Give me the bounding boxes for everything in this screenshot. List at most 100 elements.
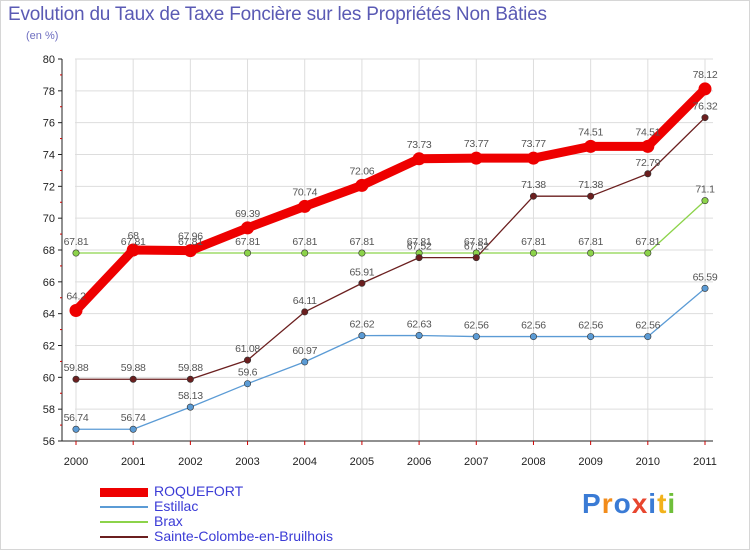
data-label-sainte-colombe-en-bruilhois: 59.88: [178, 362, 203, 374]
data-label-roquefort: 69.39: [235, 208, 260, 220]
data-label-roquefort: 74.51: [578, 126, 603, 138]
data-label-sainte-colombe-en-bruilhois: 65.91: [350, 266, 375, 278]
y-tick-label: 64: [43, 309, 55, 321]
point-roquefort: [355, 178, 369, 192]
point-sainte-colombe-en-bruilhois: [701, 114, 709, 122]
y-tick-label: 80: [43, 54, 55, 66]
data-label-estillac: 62.56: [521, 320, 546, 332]
data-label-estillac: 59.6: [238, 367, 258, 379]
data-label-sainte-colombe-en-bruilhois: 72.79: [635, 157, 660, 169]
point-roquefort: [183, 244, 197, 258]
data-label-roquefort: 73.77: [521, 138, 546, 150]
y-tick-label: 68: [43, 245, 55, 257]
data-label-brax: 67.81: [292, 236, 317, 248]
legend-label: Sainte-Colombe-en-Bruilhois: [154, 528, 333, 544]
y-tick-label: 58: [43, 404, 55, 416]
point-roquefort: [698, 82, 712, 96]
logo-letter: i: [667, 488, 677, 519]
data-label-brax: 67.81: [350, 236, 375, 248]
data-label-estillac: 62.56: [464, 320, 489, 332]
y-tick-label: 74: [43, 150, 55, 162]
logo-letter: i: [648, 488, 658, 519]
point-estillac: [701, 284, 709, 292]
x-tick-label: 2007: [464, 456, 488, 468]
point-estillac: [415, 331, 423, 339]
data-label-brax: 67.81: [635, 236, 660, 248]
legend-label: Estillac: [154, 498, 199, 514]
point-estillac: [301, 358, 309, 366]
data-label-estillac: 62.63: [407, 318, 432, 330]
point-estillac: [244, 380, 252, 388]
point-roquefort: [584, 139, 598, 153]
legend-swatch: [100, 506, 148, 508]
data-label-roquefort: 74.51: [635, 126, 660, 138]
data-label-brax: 67.81: [578, 236, 603, 248]
x-tick-label: 2009: [578, 456, 602, 468]
data-label-roquefort: 73.77: [464, 138, 489, 150]
data-label-sainte-colombe-en-bruilhois: 71.38: [521, 179, 546, 191]
x-tick-label: 2004: [292, 456, 316, 468]
point-estillac: [358, 332, 366, 340]
point-sainte-colombe-en-bruilhois: [415, 254, 423, 262]
data-label-brax: 71.1: [695, 184, 715, 196]
point-roquefort: [526, 151, 540, 165]
data-label-brax: 67.81: [464, 236, 489, 248]
point-sainte-colombe-en-bruilhois: [129, 375, 137, 383]
data-label-sainte-colombe-en-bruilhois: 71.38: [578, 179, 603, 191]
data-label-sainte-colombe-en-bruilhois: 59.88: [121, 362, 146, 374]
logo-letter: P: [582, 488, 602, 519]
logo-letter: t: [657, 488, 668, 519]
series-lines: [71, 84, 710, 430]
point-roquefort: [412, 152, 426, 166]
point-estillac: [72, 425, 80, 433]
chart-title: Evolution du Taux de Taxe Foncière sur l…: [8, 4, 547, 25]
legend-label: Brax: [154, 513, 183, 529]
x-tick-label: 2000: [64, 456, 88, 468]
data-label-roquefort: 64.2: [66, 290, 86, 302]
data-label-estillac: 62.62: [350, 319, 375, 331]
data-label-roquefort: 72.06: [350, 165, 375, 177]
point-estillac: [644, 333, 652, 341]
point-estillac: [529, 333, 537, 341]
data-label-sainte-colombe-en-bruilhois: 61.08: [235, 343, 260, 355]
point-roquefort: [298, 199, 312, 213]
point-brax: [358, 249, 366, 257]
series-line-sainte-colombe-en-bruilhois: [75, 116, 706, 380]
point-sainte-colombe-en-bruilhois: [244, 356, 252, 364]
point-estillac: [129, 425, 137, 433]
data-label-sainte-colombe-en-bruilhois: 59.88: [64, 362, 89, 374]
point-sainte-colombe-en-bruilhois: [358, 279, 366, 287]
data-label-sainte-colombe-en-bruilhois: 76.32: [693, 101, 718, 113]
y-tick-label: 70: [43, 213, 55, 225]
logo-letter: o: [613, 488, 632, 519]
data-labels: 67.81 67.81 67.81 67.81 67.81 67.81 67.81 67.81…: [64, 69, 719, 424]
x-tick-label: 2001: [121, 456, 145, 468]
series-line-brax: [75, 200, 706, 254]
point-roquefort: [126, 243, 140, 257]
data-label-roquefort: 78.12: [693, 69, 718, 81]
y-tick-label: 76: [43, 118, 55, 130]
point-sainte-colombe-en-bruilhois: [472, 254, 480, 262]
y-tick-label: 78: [43, 86, 55, 98]
logo-letter: x: [631, 488, 649, 519]
data-label-sainte-colombe-en-bruilhois: 64.11: [293, 295, 317, 307]
data-label-estillac: 56.74: [64, 412, 89, 424]
data-label-brax: 67.81: [64, 236, 89, 248]
point-brax: [529, 249, 537, 257]
y-axis-unit: (en %): [26, 30, 59, 42]
data-label-roquefort: 70.74: [292, 186, 317, 198]
data-label-brax: 67.81: [235, 236, 260, 248]
point-brax: [301, 249, 309, 257]
data-label-brax: 67.81: [178, 236, 203, 248]
point-sainte-colombe-en-bruilhois: [644, 170, 652, 178]
logo-letter: r: [601, 488, 614, 519]
point-brax: [72, 249, 80, 257]
data-label-roquefort: 68: [128, 230, 140, 242]
point-brax: [701, 197, 709, 205]
data-label-estillac: 62.56: [578, 320, 603, 332]
point-roquefort: [641, 139, 655, 153]
x-tick-label: 2002: [178, 456, 202, 468]
x-tick-label: 2010: [636, 456, 660, 468]
